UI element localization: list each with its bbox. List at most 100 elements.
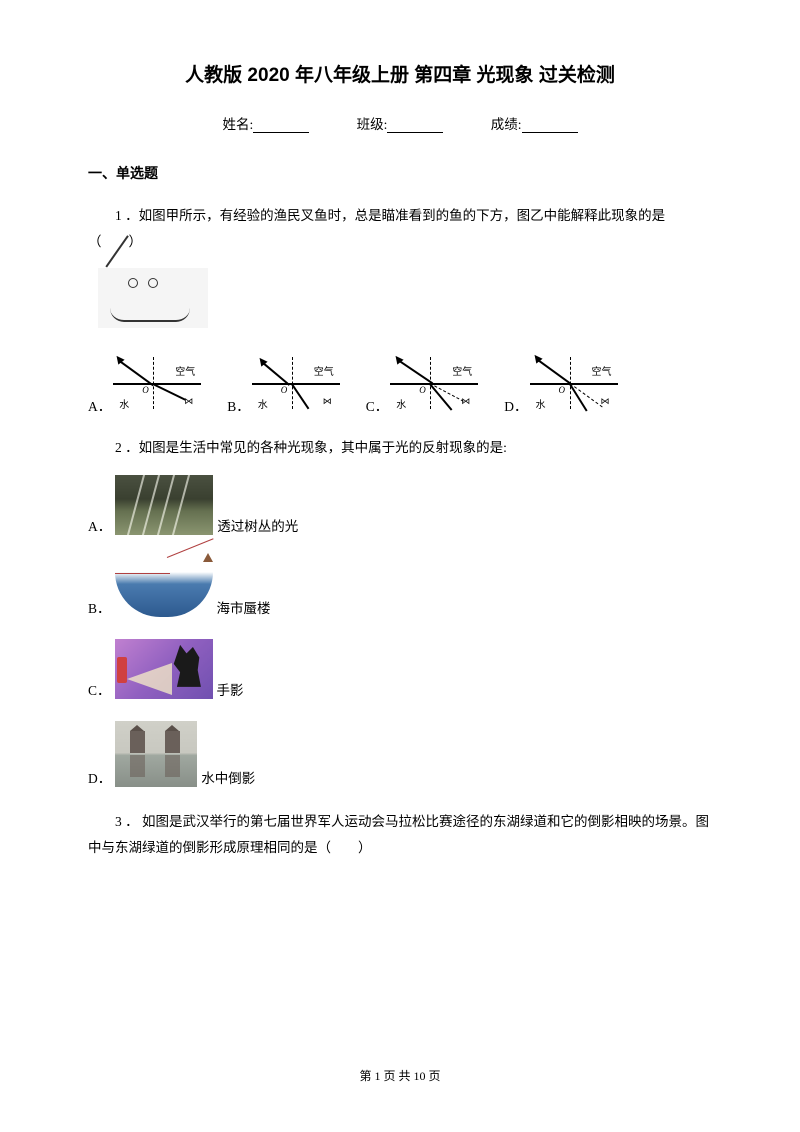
ray-incident bbox=[398, 359, 434, 384]
q2-option-a: A． 透过树丛的光 bbox=[88, 475, 712, 535]
ray-incident bbox=[261, 361, 290, 385]
footer-suffix: 页 bbox=[426, 1069, 441, 1083]
surface-line bbox=[390, 383, 478, 385]
normal-line bbox=[570, 357, 571, 409]
ray-virtual bbox=[569, 383, 602, 407]
name-field: 姓名: bbox=[222, 113, 309, 133]
dog-shadow bbox=[171, 645, 203, 687]
flashlight bbox=[117, 657, 127, 683]
refraction-diagram-b: 空气 水 O ⋈ bbox=[252, 351, 340, 415]
surface-line bbox=[252, 383, 340, 385]
light-cone bbox=[127, 663, 172, 695]
score-field: 成绩: bbox=[491, 113, 578, 133]
name-label: 姓名: bbox=[222, 117, 253, 132]
q2-d-label: D． bbox=[88, 767, 111, 787]
q2-b-text: 海市蜃楼 bbox=[217, 597, 271, 617]
footer-total: 10 bbox=[414, 1069, 426, 1083]
q3-number: 3 ． bbox=[115, 814, 139, 829]
pagoda-1 bbox=[130, 731, 145, 753]
origin-label: O bbox=[142, 385, 149, 395]
q2-number: 2 ． bbox=[115, 440, 139, 455]
q2-text: 如图是生活中常见的各种光现象，其中属于光的反射现象的是: bbox=[139, 440, 507, 455]
forest-light-image bbox=[115, 475, 213, 535]
student-info-row: 姓名: 班级: 成绩: bbox=[88, 113, 712, 133]
q1-b-label: B． bbox=[227, 395, 250, 415]
mirage-image bbox=[115, 557, 213, 617]
class-underline bbox=[387, 119, 443, 133]
fish-icon: ⋈ bbox=[461, 396, 470, 407]
score-underline bbox=[522, 119, 578, 133]
document-title: 人教版 2020 年八年级上册 第四章 光现象 过关检测 bbox=[88, 60, 712, 87]
light-ray bbox=[171, 475, 191, 535]
question-3: 3 ． 如图是武汉举行的第七届世界军人运动会马拉松比赛途径的东湖绿道和它的倒影相… bbox=[88, 809, 712, 860]
question-1: 1 ．如图甲所示，有经验的渔民叉鱼时，总是瞄准看到的鱼的下方，图乙中能解释此现象… bbox=[88, 203, 712, 254]
q1-c-label: C． bbox=[366, 395, 389, 415]
surface-line bbox=[530, 383, 618, 385]
q2-b-label: B． bbox=[88, 597, 111, 617]
mirage-ray-1 bbox=[115, 573, 170, 574]
question-2: 2 ．如图是生活中常见的各种光现象，其中属于光的反射现象的是: bbox=[88, 435, 712, 461]
q2-options: A． 透过树丛的光 B． 海市蜃楼 C． bbox=[88, 475, 712, 787]
mirage-object bbox=[203, 553, 213, 562]
name-underline bbox=[253, 119, 309, 133]
origin-label: O bbox=[559, 385, 566, 395]
water-label: 水 bbox=[258, 396, 268, 411]
q3-text: 如图是武汉举行的第七届世界军人运动会马拉松比赛途径的东湖绿道和它的倒影相映的场景… bbox=[88, 814, 709, 855]
fisherman-illustration bbox=[98, 268, 208, 328]
q2-c-label: C． bbox=[88, 679, 111, 699]
footer-prefix: 第 bbox=[359, 1069, 374, 1083]
pagoda-1-reflection bbox=[130, 755, 145, 777]
fish-icon: ⋈ bbox=[601, 396, 610, 407]
q1-option-c: C． 空气 水 O ⋈ bbox=[366, 351, 479, 415]
q1-text: 如图甲所示，有经验的渔民叉鱼时，总是瞄准看到的鱼的下方，图乙中能解释此现象的是（… bbox=[88, 208, 665, 249]
class-field: 班级: bbox=[357, 113, 444, 133]
fish-icon: ⋈ bbox=[323, 396, 332, 407]
score-label: 成绩: bbox=[491, 117, 522, 132]
ray-incident bbox=[537, 359, 570, 384]
normal-line bbox=[430, 357, 431, 409]
origin-label: O bbox=[281, 385, 288, 395]
fish-icon: ⋈ bbox=[184, 396, 193, 407]
q2-option-c: C． 手影 bbox=[88, 639, 712, 699]
q2-d-text: 水中倒影 bbox=[201, 767, 255, 787]
refraction-diagram-d: 空气 水 O ⋈ bbox=[530, 351, 618, 415]
q2-option-b: B． 海市蜃楼 bbox=[88, 557, 712, 617]
q1-options: A． 空气 水 O ⋈ B． 空气 水 bbox=[88, 351, 712, 415]
q1-option-b: B． 空气 水 O ⋈ bbox=[227, 351, 340, 415]
boat bbox=[110, 308, 190, 322]
page-footer: 第 1 页 共 10 页 bbox=[0, 1067, 800, 1084]
water-label: 水 bbox=[536, 396, 546, 411]
ray-refracted bbox=[153, 383, 186, 400]
pagoda-reflection-image bbox=[115, 721, 197, 787]
q2-c-text: 手影 bbox=[217, 679, 244, 699]
q1-d-label: D． bbox=[504, 395, 527, 415]
ray-virtual bbox=[430, 383, 464, 402]
normal-line bbox=[292, 357, 293, 409]
water-label: 水 bbox=[396, 396, 406, 411]
q2-option-d: D． 水中倒影 bbox=[88, 721, 712, 787]
ray-refracted bbox=[291, 384, 309, 410]
normal-line bbox=[153, 357, 154, 409]
q1-main-figure bbox=[88, 268, 712, 333]
hand-shadow-image bbox=[115, 639, 213, 699]
class-label: 班级: bbox=[357, 117, 388, 132]
surface-line bbox=[113, 383, 201, 385]
q2-a-label: A． bbox=[88, 515, 111, 535]
air-label: 空气 bbox=[452, 363, 472, 378]
footer-mid: 页 共 bbox=[380, 1069, 413, 1083]
origin-label: O bbox=[419, 385, 426, 395]
section-1-header: 一、单选题 bbox=[88, 163, 712, 183]
page-content: 人教版 2020 年八年级上册 第四章 光现象 过关检测 姓名: 班级: 成绩:… bbox=[0, 0, 800, 860]
air-label: 空气 bbox=[592, 363, 612, 378]
q1-option-a: A． 空气 水 O ⋈ bbox=[88, 351, 201, 415]
q2-a-text: 透过树丛的光 bbox=[217, 515, 298, 535]
air-label: 空气 bbox=[175, 363, 195, 378]
q1-a-label: A． bbox=[88, 395, 111, 415]
refraction-diagram-a: 空气 水 O ⋈ bbox=[113, 351, 201, 415]
water-label: 水 bbox=[119, 396, 129, 411]
pagoda-2 bbox=[165, 731, 180, 753]
person-2 bbox=[148, 278, 158, 288]
refraction-diagram-c: 空气 水 O ⋈ bbox=[390, 351, 478, 415]
q1-number: 1 ． bbox=[115, 208, 139, 223]
pagoda-2-reflection bbox=[165, 755, 180, 777]
